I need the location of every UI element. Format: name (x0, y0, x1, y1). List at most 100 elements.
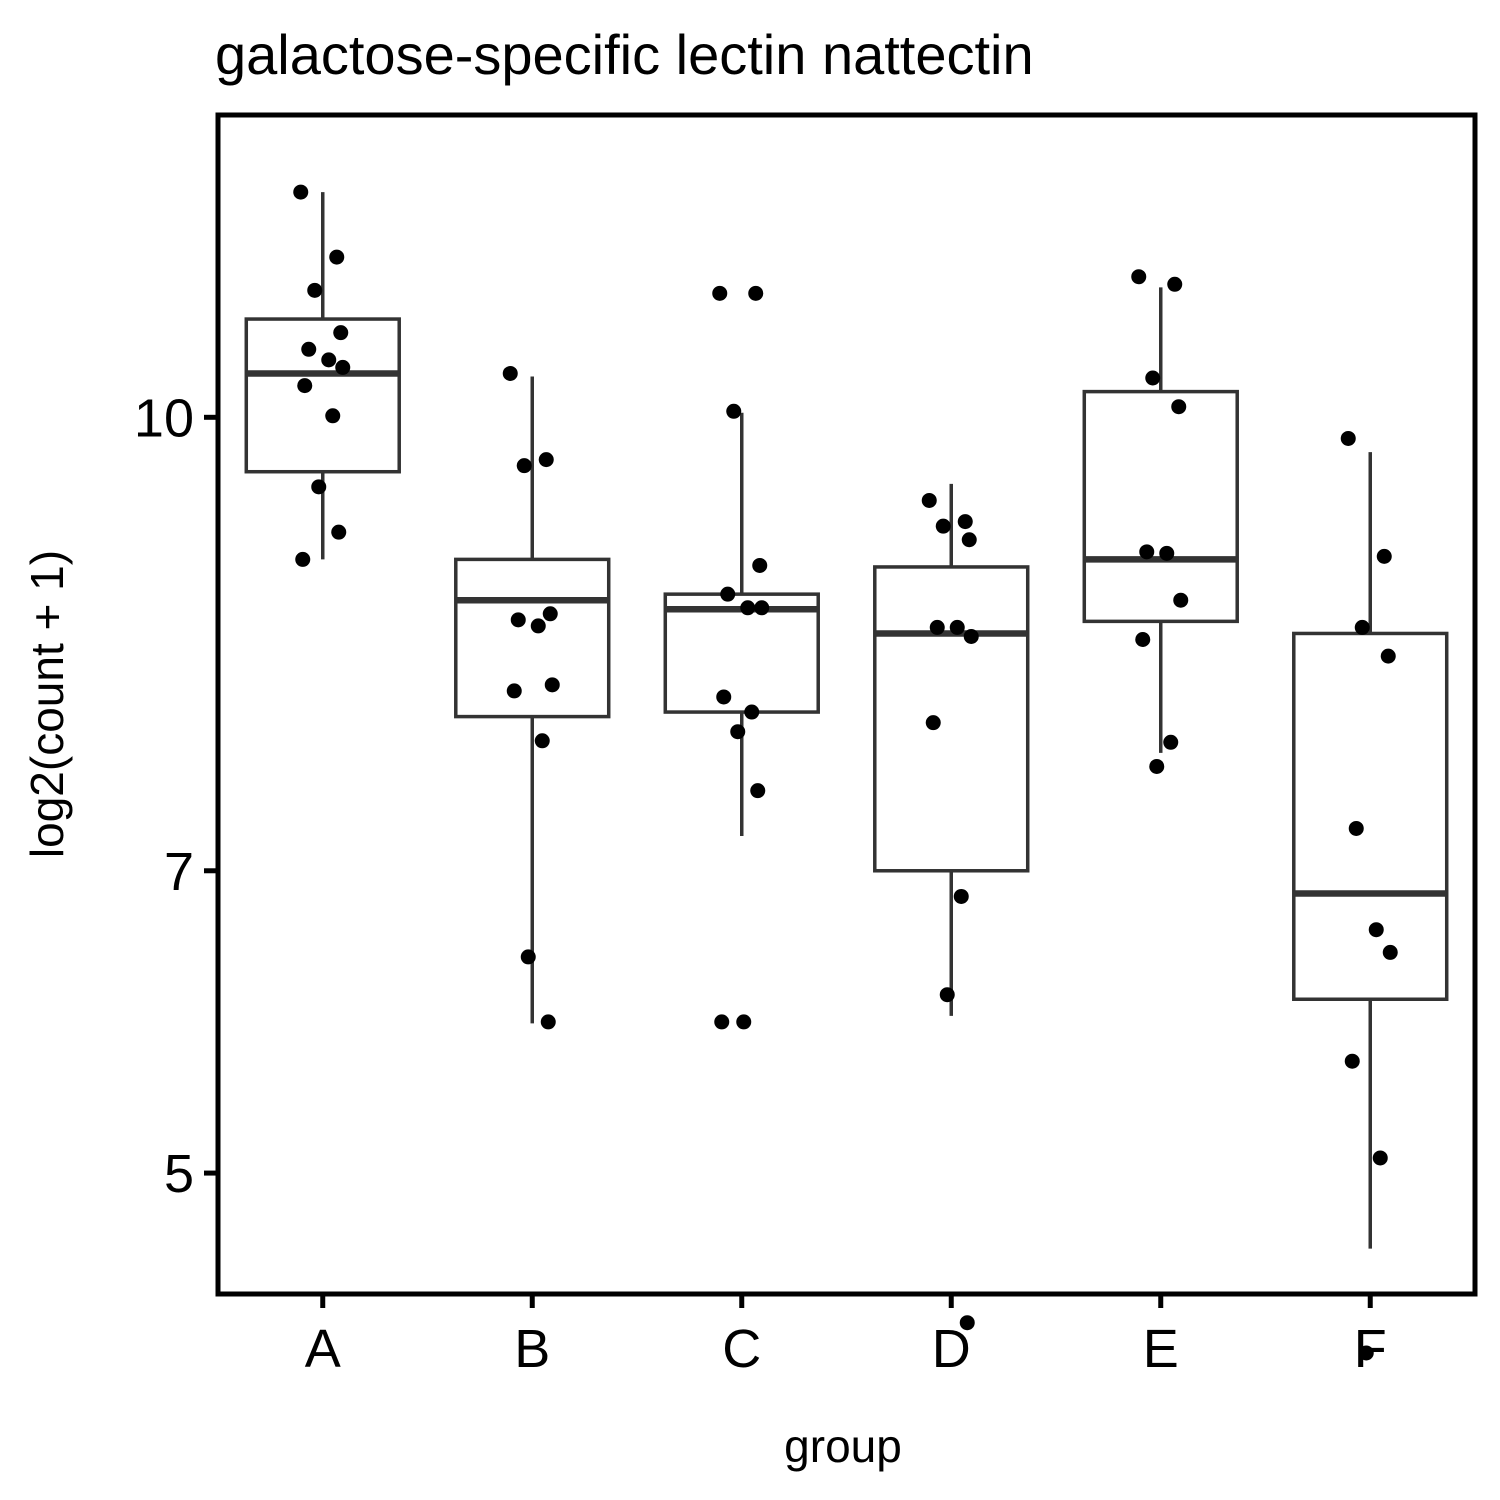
data-point (740, 600, 756, 616)
data-point (1159, 545, 1175, 561)
data-point (1376, 548, 1392, 564)
data-point (736, 1014, 752, 1030)
data-point (929, 619, 945, 635)
data-point (530, 618, 546, 634)
data-point (1173, 592, 1189, 608)
data-point (506, 683, 522, 699)
x-axis-title: group (784, 1420, 902, 1472)
box-group-C (663, 412, 820, 837)
data-point (544, 677, 560, 693)
data-point (1131, 269, 1147, 285)
data-point (311, 479, 327, 495)
data-point (293, 184, 309, 200)
data-point (720, 586, 736, 602)
data-point (961, 532, 977, 548)
points-group-A (293, 184, 351, 567)
data-point (540, 1014, 556, 1030)
data-point (295, 551, 311, 567)
data-point (959, 1315, 975, 1331)
data-point (510, 612, 526, 628)
data-point (1135, 632, 1151, 648)
x-tick-label: F (1354, 1319, 1387, 1379)
y-tick-label: 10 (134, 388, 194, 448)
x-tick-label: C (722, 1319, 761, 1379)
plot-frame (215, 112, 1478, 1297)
box (244, 317, 401, 474)
data-point (1348, 820, 1364, 836)
data-point (714, 1014, 730, 1030)
y-axis: 5 7 10 (134, 388, 218, 1204)
data-point (325, 408, 341, 424)
box-group-D (873, 483, 1030, 1016)
data-point (542, 606, 558, 622)
data-point (1145, 370, 1161, 386)
data-point (963, 628, 979, 644)
x-tick-label: D (932, 1319, 971, 1379)
box (454, 557, 611, 719)
box-group-F (1292, 452, 1449, 1249)
data-point (957, 514, 973, 530)
data-point (935, 518, 951, 534)
data-point (949, 619, 965, 635)
data-point (1149, 758, 1165, 774)
points-group-B (502, 365, 560, 1030)
data-point (1344, 1053, 1360, 1069)
data-point (712, 285, 728, 301)
data-point (516, 458, 532, 474)
data-point (921, 492, 937, 508)
box (663, 592, 820, 714)
data-point (502, 365, 518, 381)
data-point (331, 524, 347, 540)
data-point (335, 359, 351, 375)
points-group-F (1340, 430, 1398, 1361)
data-point (726, 403, 742, 419)
data-point (534, 733, 550, 749)
x-axis: A B C D E F (305, 1294, 1387, 1379)
data-point (1163, 734, 1179, 750)
data-point (1368, 922, 1384, 938)
points-group-D (921, 492, 979, 1331)
data-point (301, 341, 317, 357)
data-point (716, 689, 732, 705)
y-axis-title: log2(count + 1) (21, 550, 73, 858)
data-point (538, 452, 554, 468)
data-point (520, 949, 536, 965)
box-group-E (1082, 287, 1239, 753)
x-tick-label: B (514, 1319, 550, 1379)
x-tick-label: E (1143, 1319, 1179, 1379)
y-tick-label: 5 (164, 1144, 194, 1204)
data-point (307, 282, 323, 298)
data-point (329, 249, 345, 265)
chart-title: galactose-specific lectin nattectin (215, 23, 1034, 86)
data-point (925, 715, 941, 731)
data-point (754, 600, 770, 616)
data-point (939, 987, 955, 1003)
box-group-B (454, 376, 611, 1024)
plot-marks (244, 184, 1449, 1361)
data-point (297, 378, 313, 394)
data-point (1354, 619, 1370, 635)
data-point (1372, 1150, 1388, 1166)
data-point (750, 783, 766, 799)
data-point (1382, 944, 1398, 960)
data-point (730, 724, 746, 740)
data-point (1380, 648, 1396, 664)
data-point (1139, 544, 1155, 560)
data-point (744, 704, 760, 720)
points-group-E (1131, 269, 1189, 774)
box (1082, 389, 1239, 624)
points-group-C (712, 285, 770, 1030)
data-point (1340, 430, 1356, 446)
box-group-A (244, 192, 401, 560)
data-point (752, 557, 768, 573)
x-tick-label: A (305, 1319, 341, 1379)
data-point (1171, 399, 1187, 415)
data-point (953, 888, 969, 904)
data-point (321, 352, 337, 368)
y-tick-label: 7 (164, 842, 194, 902)
box (873, 565, 1030, 873)
data-point (333, 325, 349, 341)
data-point (1167, 276, 1183, 292)
data-point (1358, 1345, 1374, 1361)
